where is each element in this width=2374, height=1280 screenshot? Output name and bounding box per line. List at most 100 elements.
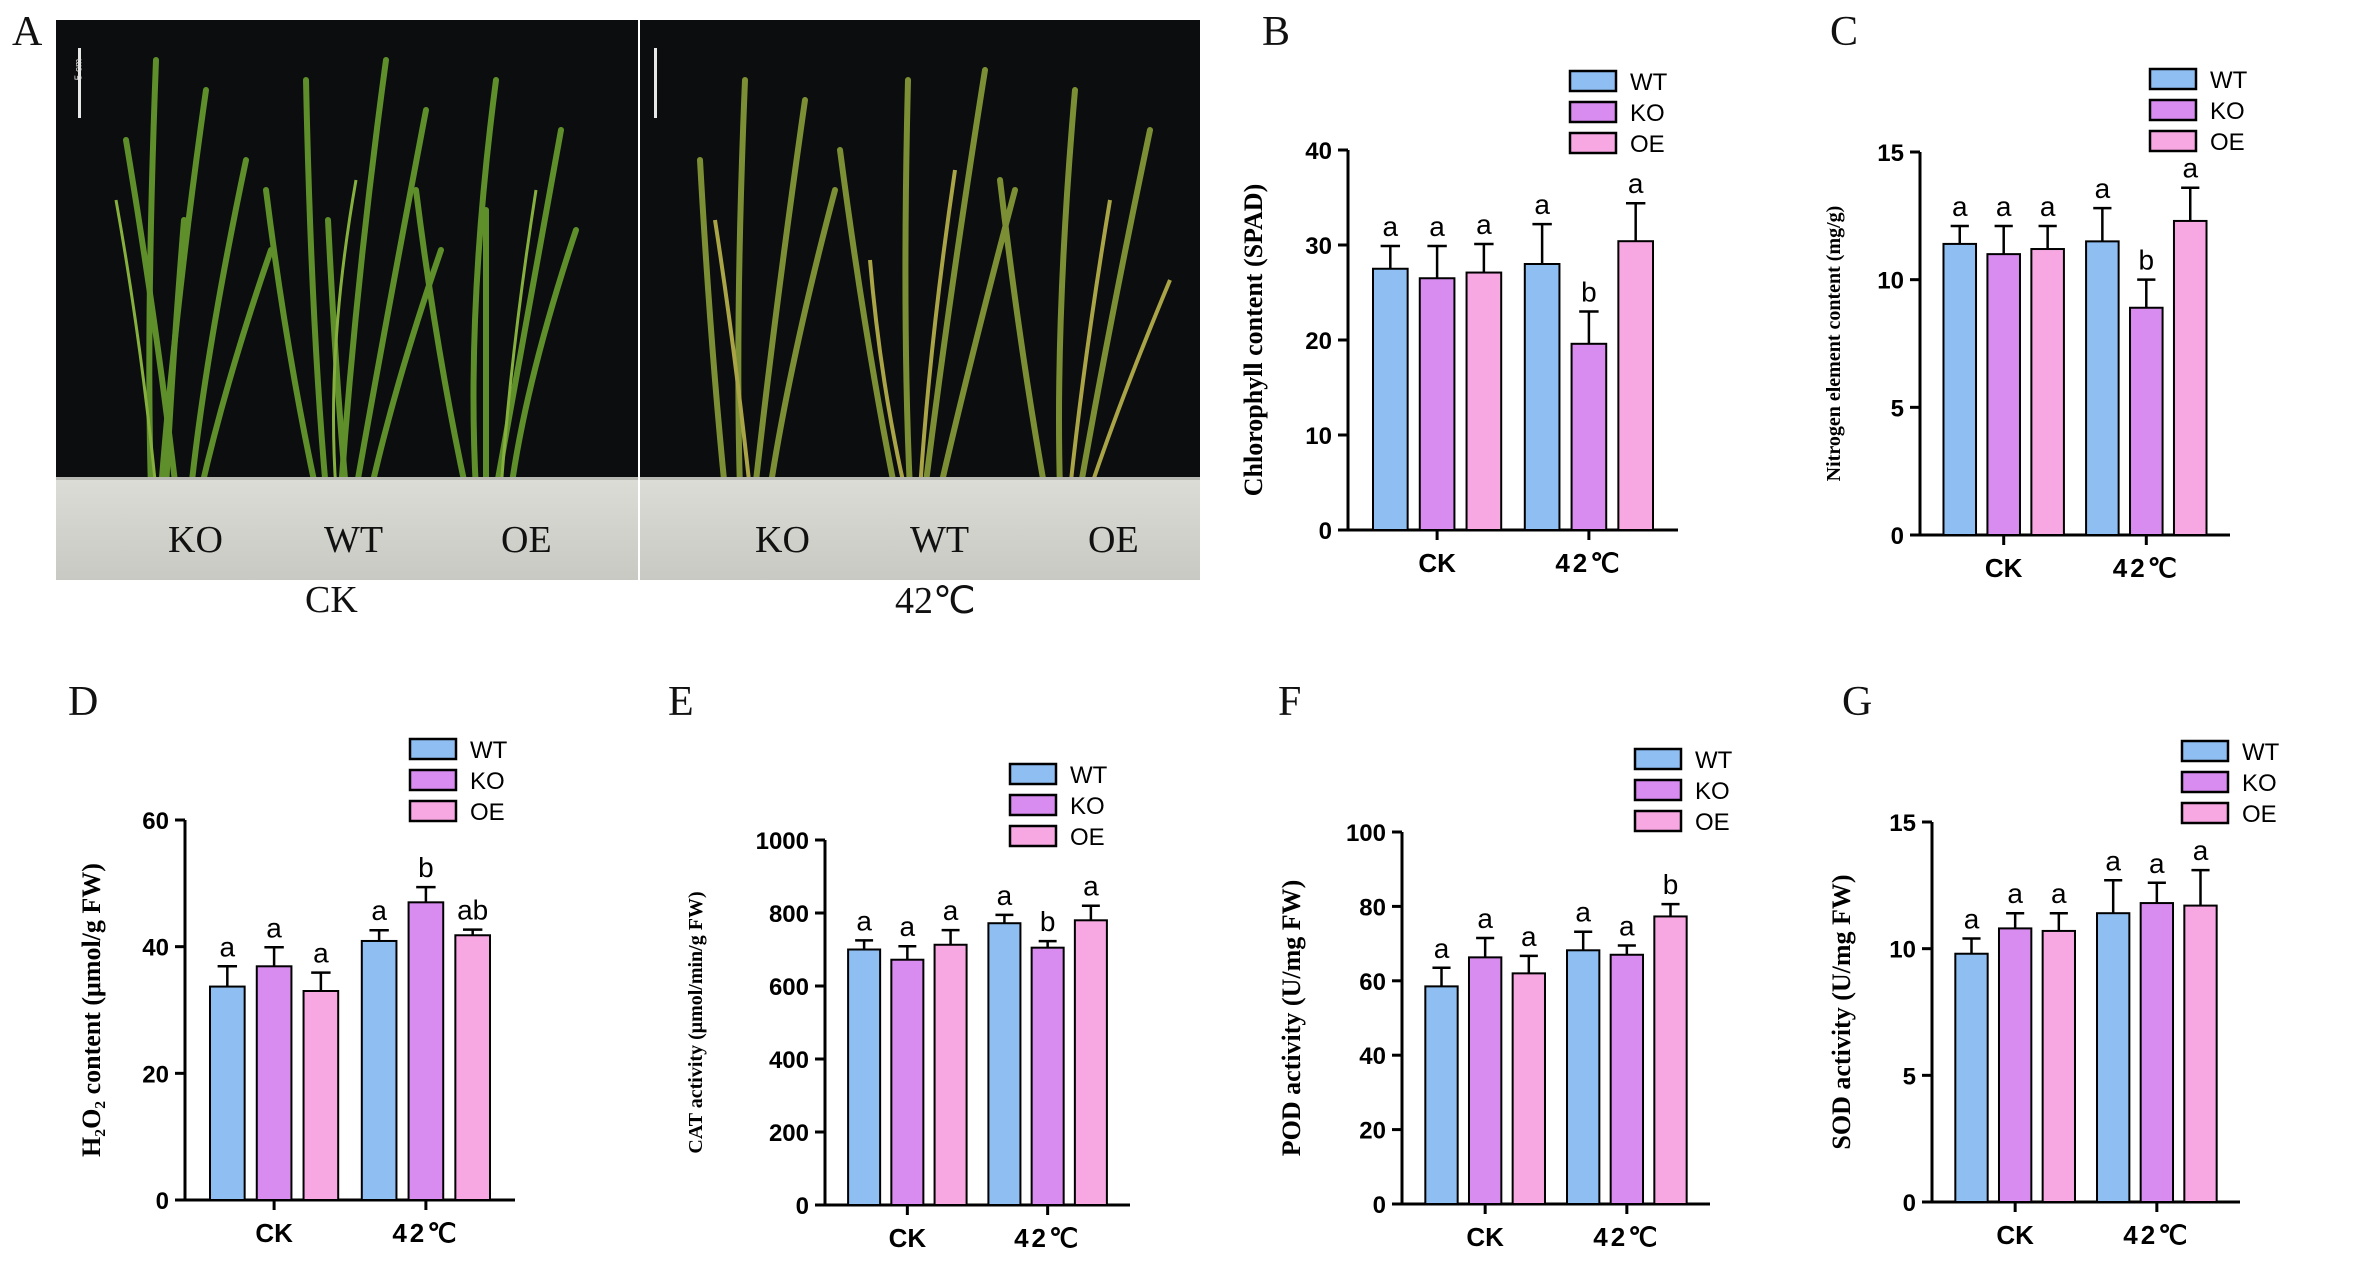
bar-wt [987, 922, 1022, 1206]
legend-label-ko: KO [2210, 98, 2245, 125]
panel-letter-a: A [12, 9, 43, 55]
bar-ko [1570, 342, 1608, 531]
significance-letter: a [2040, 191, 2056, 222]
bar-wt [1954, 952, 1989, 1203]
x-tick-label: 42℃ [1593, 1222, 1660, 1252]
bar-ko [1418, 277, 1456, 531]
y-tick-label: 1000 [756, 828, 809, 855]
bar-oe [2030, 248, 2065, 536]
panel-letter-d: D [68, 679, 99, 725]
y-axis-label: POD activity (U/mg FW) [1277, 880, 1306, 1157]
y-tick-label: 10 [1889, 937, 1916, 964]
bar-wt [1424, 985, 1459, 1205]
y-tick-label: 15 [1877, 140, 1904, 167]
legend-swatch-oe [408, 799, 458, 823]
pot: KO WT OE [640, 477, 1200, 580]
legend-label-ko: KO [2242, 770, 2277, 797]
bar-oe [1465, 271, 1503, 532]
bar-oe [2041, 929, 2076, 1204]
y-tick-label: 400 [769, 1047, 809, 1074]
bar-oe [1653, 915, 1688, 1205]
pot-label-ko: KO [755, 519, 810, 561]
significance-letter: b [418, 852, 434, 883]
significance-letter: a [2095, 173, 2111, 204]
chart-f-pod: POD activity (U/mg FW) 0 20 40 60 80 100 CK 42℃ a… [1277, 747, 1733, 1252]
panel-letter-b: B [1262, 9, 1291, 55]
y-tick-label: 80 [1359, 894, 1386, 921]
x-tick-label: CK [1996, 1220, 2034, 1250]
y-axis-label: CAT activity (μmol/min/g FW) [685, 891, 707, 1153]
y-tick-label: 10 [1877, 268, 1904, 295]
legend-label-wt: WT [2242, 739, 2280, 766]
y-tick-label: 20 [1359, 1118, 1386, 1145]
bar-ko [1030, 946, 1065, 1207]
significance-letter: a [2105, 845, 2121, 876]
legend-label-wt: WT [2210, 67, 2248, 94]
x-tick-label: 42℃ [2123, 1220, 2190, 1250]
y-tick-label: 10 [1305, 423, 1332, 450]
legend-swatch-ko [2180, 770, 2230, 794]
significance-letter: a [371, 895, 387, 926]
y-tick-label: 60 [142, 808, 169, 835]
legend-swatch-wt [1633, 747, 1683, 771]
significance-letter: a [900, 911, 916, 942]
significance-letter: a [1964, 904, 1980, 935]
significance-letter: a [2149, 848, 2165, 879]
pot-label-wt: WT [324, 519, 384, 561]
significance-letter: a [2051, 878, 2067, 909]
y-tick-label: 800 [769, 901, 809, 928]
significance-letter: a [1434, 933, 1450, 964]
x-tick-label: 42℃ [1555, 548, 1622, 578]
bar-ko [2129, 306, 2164, 536]
chart-b-chlorophyll: Chlorophyll content (SPAD) 0 10 20 30 40 CK 42℃… [1239, 69, 1678, 578]
significance-letter: ab [457, 895, 488, 926]
x-tick-label: 42℃ [392, 1218, 459, 1248]
bar-oe [302, 990, 340, 1201]
y-axis-label: SOD activity (U/mg FW) [1827, 874, 1856, 1149]
legend-swatch-oe [2148, 129, 2198, 153]
y-tick-label: 40 [142, 935, 169, 962]
significance-letter: b [1663, 869, 1679, 900]
y-tick-label: 0 [1903, 1190, 1916, 1217]
legend-swatch-ko [1008, 793, 1058, 817]
plant-illustration-ck [114, 57, 579, 493]
y-tick-label: 20 [142, 1061, 169, 1088]
legend-label-ko: KO [1070, 793, 1105, 820]
bar-ko [1986, 253, 2021, 536]
legend-label-wt: WT [1630, 69, 1668, 96]
plant-illustration-heat [697, 67, 1172, 493]
significance-letter: a [1083, 871, 1099, 902]
panel-letter-e: E [668, 679, 694, 725]
bar-wt [2096, 912, 2131, 1203]
x-tick-label: CK [1985, 553, 2023, 583]
significance-letter: a [1534, 189, 1550, 220]
bar-ko [1467, 956, 1503, 1205]
y-tick-label: 0 [1373, 1192, 1386, 1219]
significance-letter: a [1996, 191, 2012, 222]
significance-letter: a [2007, 878, 2023, 909]
legend-swatch-ko [1568, 100, 1618, 124]
legend-label-ko: KO [1695, 778, 1730, 805]
significance-letter: b [1040, 906, 1056, 937]
legend-swatch-oe [1568, 131, 1618, 155]
significance-letter: b [2139, 245, 2155, 276]
bar-ko [407, 901, 445, 1201]
legend-swatch-wt [1568, 69, 1618, 93]
legend-swatch-ko [2148, 98, 2198, 122]
legend-swatch-wt [2148, 67, 2198, 91]
y-tick-label: 100 [1346, 820, 1386, 847]
y-axis-label: Chlorophyll content (SPAD) [1239, 184, 1268, 497]
x-tick-label: CK [889, 1223, 927, 1253]
pot-label-oe: OE [501, 519, 552, 561]
y-tick-label: 30 [1305, 233, 1332, 260]
legend-label-oe: OE [1695, 809, 1730, 836]
significance-letter: a [1383, 211, 1399, 242]
legend-swatch-ko [408, 768, 458, 792]
bar-wt [2085, 240, 2120, 536]
legend-swatch-oe [1633, 809, 1683, 833]
significance-letter: b [1581, 277, 1597, 308]
significance-letter: a [943, 895, 959, 926]
y-tick-label: 5 [1891, 395, 1904, 422]
y-tick-label: 0 [156, 1188, 169, 1215]
